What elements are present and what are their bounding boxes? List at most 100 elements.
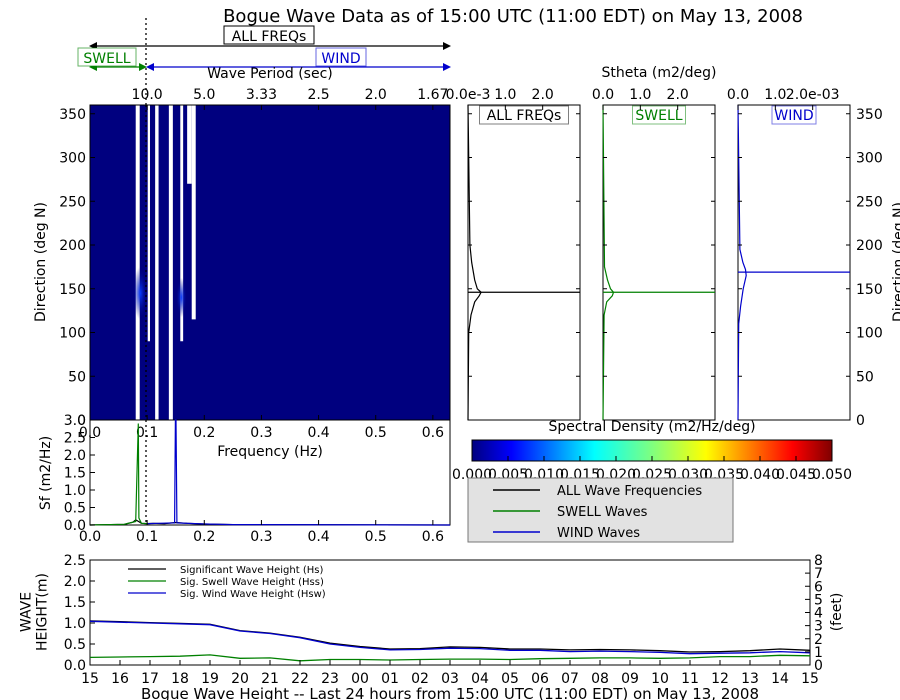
wind-label: WIND (321, 51, 360, 67)
timeseries-ytick-label-0: 0.0 (64, 658, 86, 674)
legend-label-wind: WIND Waves (557, 526, 640, 541)
timeseries-hour-ticks: 15 16 17 18 19 20 21 22 23 00 01 02 03 04 05 06 07 08 09 10… (81, 660, 819, 687)
spectrum-ytick-label-2: 1.0 (64, 483, 86, 499)
heatmap-ytick-label-4: 200 (59, 238, 86, 254)
timeseries-hour-label-13: 04 (471, 671, 489, 687)
timeseries-y2label: (feet) (829, 593, 845, 632)
dir-xtick-label-all-2: 2.0 (532, 87, 554, 103)
period-axis-label: Wave Period (sec) (207, 66, 333, 82)
dir-xtick-label-wind-0: 0.0 (727, 87, 749, 103)
dir-panel-label-all: ALL FREQs (487, 108, 562, 124)
legend-label-swell: SWELL Waves (557, 505, 648, 520)
heatmap-gap-0 (135, 105, 140, 420)
timeseries-feet-tick-label-3: 3 (814, 619, 823, 635)
timeseries-legend-label-all: Significant Wave Height (Hs) (180, 565, 323, 576)
dir-xtick-label-all-1: 1.0 (494, 87, 516, 103)
timeseries-hour-label-3: 18 (171, 671, 189, 687)
spectrum-ylabel: Sf (m2/Hz) (38, 436, 54, 510)
colorbar-label: Spectral Density (m2/Hz/deg) (548, 419, 755, 435)
right-ytick-label-0: 0 (856, 413, 865, 429)
timeseries-feet-tick-label-6: 6 (814, 579, 823, 595)
swell-label: SWELL (83, 51, 130, 67)
wind-arrow-right (443, 63, 451, 71)
timeseries-hour-label-22: 13 (741, 671, 759, 687)
spectrum-xlabel: Frequency (Hz) (217, 444, 323, 460)
spectrum-legend: ALL Wave Frequencies SWELL Waves WIND Wave… (467, 477, 734, 543)
spectrum-ytick-label-6: 3.0 (64, 413, 86, 429)
period-tick-label-1: 5.0 (193, 87, 215, 103)
timeseries-feet-tick-label-8: 8 (814, 553, 823, 569)
dir-xtick-label-swell-1: 1.0 (629, 87, 651, 103)
timeseries-ytick-label-2: 1.0 (64, 616, 86, 632)
right-ytick-label-3: 150 (856, 282, 883, 298)
heatmap-xtick-label-3: 0.3 (250, 425, 272, 441)
spectrum-ytick-label-3: 1.5 (64, 466, 86, 482)
heatmap-gap-3 (168, 105, 173, 420)
heatmap-gap-5 (187, 105, 192, 184)
timeseries-legend: Significant Wave Height (Hs)Sig. Swell W… (128, 565, 326, 600)
colorbar-tick-label-10: 0.050 (812, 467, 852, 483)
dir-panel-all: ALL FREQs 0.0e-3 1.0 2.0 (446, 87, 581, 421)
dir-panel-frame-wind (737, 104, 851, 421)
timeseries-hour-label-16: 07 (561, 671, 579, 687)
heatmap-x-ticks: 0.0 0.1 0.2 0.3 0.4 0.5 0.6 (79, 415, 444, 441)
dir-panel-frame-all (467, 104, 581, 421)
period-ticks: 10.0 5.0 3.33 2.5 2.0 1.67 (132, 87, 448, 110)
timeseries-legend-label-swell: Sig. Swell Wave Height (Hss) (180, 577, 324, 588)
timeseries-hour-label-20: 11 (681, 671, 699, 687)
timeseries-feet-tick-label-2: 2 (814, 632, 823, 648)
right-ytick-label-2: 100 (856, 326, 883, 342)
heatmap-xtick-label-1: 0.1 (136, 425, 158, 441)
wind-arrow-left (146, 63, 154, 71)
timeseries-feet-tick-label-1: 1 (814, 645, 823, 661)
timeseries-hour-label-9: 00 (351, 671, 369, 687)
spectrum-xtick-label-6: 0.6 (422, 529, 444, 545)
timeseries-hour-label-4: 19 (201, 671, 219, 687)
timeseries-hour-label-0: 15 (81, 671, 99, 687)
timeseries-hour-label-11: 02 (411, 671, 429, 687)
period-tick-label-4: 2.0 (365, 87, 387, 103)
period-tick-label-3: 2.5 (307, 87, 329, 103)
band-indicators: ALL FREQs SWELL WIND (77, 18, 451, 105)
spectrum-lines (89, 419, 451, 526)
timeseries-title: Bogue Wave Height -- Last 24 hours from … (141, 685, 759, 700)
dir-panel-swell: SWELL 0.0 1.0 2.0 (592, 87, 716, 421)
timeseries-hour-label-5: 20 (231, 671, 249, 687)
heatmap-gap-4 (180, 105, 184, 342)
heatmap-peak-1 (176, 277, 187, 318)
swell-arrow-right (139, 63, 147, 71)
spectrum-ytick-label-5: 2.5 (64, 431, 86, 447)
spectrum-xtick-label-2: 0.2 (193, 529, 215, 545)
figure-title: Bogue Wave Data as of 15:00 UTC (11:00 E… (223, 6, 803, 27)
period-tick-label-5: 1.67 (417, 87, 448, 103)
timeseries-line-wind (89, 620, 811, 655)
timeseries-hour-label-2: 17 (141, 671, 159, 687)
heatmap-xtick-label-6: 0.6 (422, 425, 444, 441)
heatmap-xtick-label-4: 0.4 (307, 425, 329, 441)
spectrum-xtick-label-5: 0.5 (365, 529, 387, 545)
heatmap-ytick-label-7: 350 (59, 107, 86, 123)
timeseries-y-ticks: 0.0 0.5 1.0 1.5 2.0 2.5 (64, 553, 95, 674)
right-ytick-label-6: 300 (856, 151, 883, 167)
heatmap-xtick-label-5: 0.5 (365, 425, 387, 441)
spectrum-line-swell (89, 423, 148, 526)
timeseries-hour-label-24: 15 (801, 671, 819, 687)
timeseries-line-swell (89, 654, 811, 662)
spectrum-xtick-label-4: 0.4 (307, 529, 329, 545)
dir-panel-label-wind: WIND (774, 108, 813, 124)
heatmap-ytick-label-1: 50 (68, 369, 86, 385)
dir-distribution-swell (602, 104, 615, 421)
heatmap-ytick-label-6: 300 (59, 151, 86, 167)
colorbar-tick-label-8: 0.040 (740, 467, 780, 483)
heatmap-ylabel: Direction (deg N) (33, 202, 49, 322)
dir-panel-label-box-all (479, 105, 569, 125)
all-freq-label-box (223, 25, 315, 45)
timeseries-ytick-label-1: 0.5 (64, 637, 86, 653)
spectrum-ytick-label-4: 2.0 (64, 448, 86, 464)
timeseries-hour-label-15: 06 (531, 671, 549, 687)
timeseries-hour-label-6: 21 (261, 671, 279, 687)
spectrum-xtick-label-3: 0.3 (250, 529, 272, 545)
heatmap-peak-0 (133, 266, 148, 320)
dir-panel-wind: WIND 0.0 1.0 2.0e-03 (727, 87, 851, 421)
